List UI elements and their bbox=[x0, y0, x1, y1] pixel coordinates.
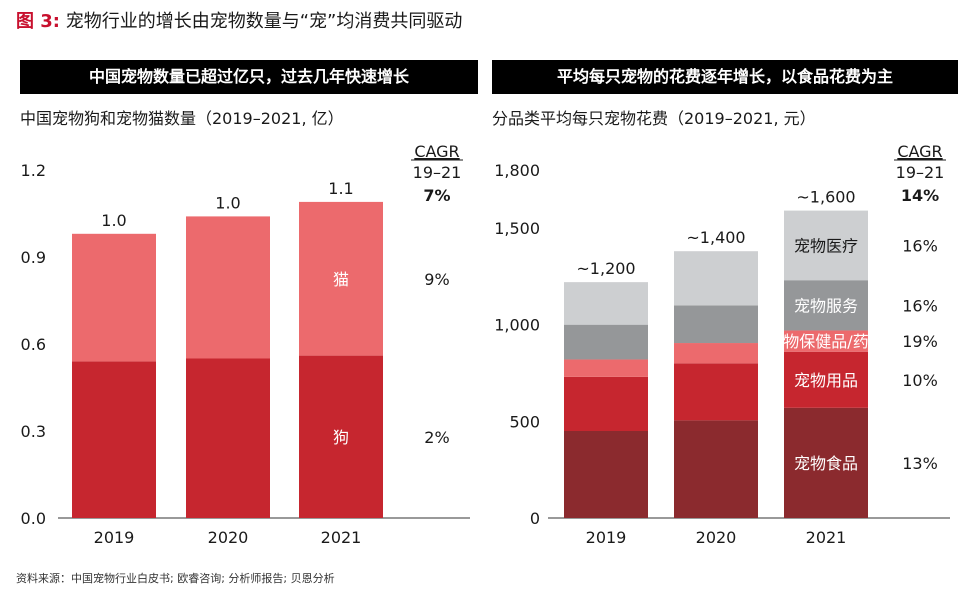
right-category-label-2020: 2020 bbox=[696, 528, 737, 547]
right-bar-2020-宠物食品 bbox=[674, 420, 758, 518]
left-cagr-period: 19–21 bbox=[413, 163, 462, 182]
left-total-label-2019: 1.0 bbox=[101, 211, 126, 230]
right-cagr-宠物食品: 13% bbox=[902, 454, 938, 473]
right-cagr-total: 14% bbox=[901, 186, 939, 205]
right-bar-2020-宠物服务 bbox=[674, 305, 758, 344]
right-cagr-宠物医疗: 16% bbox=[902, 236, 938, 255]
right-series-label-宠物用品: 宠物用品 bbox=[794, 371, 858, 390]
right-y-tick-label: 500 bbox=[509, 412, 540, 431]
left-cagr-猫: 9% bbox=[424, 270, 449, 289]
right-total-label-2021: ~1,600 bbox=[796, 188, 855, 207]
right-series-label-宠物医疗: 宠物医疗 bbox=[794, 236, 858, 255]
figure-label: 图 3: bbox=[16, 11, 60, 32]
left-category-label-2021: 2021 bbox=[321, 528, 362, 547]
right-bar-2020-宠物医疗 bbox=[674, 251, 758, 306]
right-category-label-2021: 2021 bbox=[806, 528, 847, 547]
right-total-label-2020: ~1,400 bbox=[686, 228, 745, 247]
figure-title-text: 宠物行业的增长由宠物数量与“宠”均消费共同驱动 bbox=[65, 11, 463, 32]
right-series-label-宠物保健品-药品: 宠物保健品/药品 bbox=[767, 332, 884, 351]
figure-title: 图 3: 宠物行业的增长由宠物数量与“宠”均消费共同驱动 bbox=[16, 7, 462, 33]
left-cagr-header: CAGR bbox=[414, 142, 459, 161]
right-y-tick-label: 0 bbox=[530, 509, 540, 528]
right-cagr-宠物保健品-药品: 19% bbox=[902, 332, 938, 351]
right-y-tick-label: 1,000 bbox=[494, 316, 540, 335]
left-y-tick-label: 1.2 bbox=[21, 161, 46, 180]
left-bar-2020-猫 bbox=[186, 216, 270, 359]
right-cagr-宠物用品: 10% bbox=[902, 371, 938, 390]
left-cagr-狗: 2% bbox=[424, 428, 449, 447]
right-y-tick-label: 1,500 bbox=[494, 219, 540, 238]
right-bar-2019-宠物用品 bbox=[564, 376, 648, 431]
right-bar-2020-宠物保健品-药品 bbox=[674, 343, 758, 364]
right-category-label-2019: 2019 bbox=[586, 528, 627, 547]
left-cagr-total: 7% bbox=[423, 186, 450, 205]
right-bar-2019-宠物服务 bbox=[564, 324, 648, 360]
left-bar-2021-狗 bbox=[299, 355, 383, 518]
left-total-label-2020: 1.0 bbox=[215, 193, 240, 212]
left-series-label-狗: 狗 bbox=[333, 428, 349, 447]
left-bar-2021-猫 bbox=[299, 201, 383, 356]
right-bar-2019-宠物保健品-药品 bbox=[564, 359, 648, 377]
right-cagr-period: 19–21 bbox=[896, 163, 945, 182]
right-bar-2021-宠物保健品-药品 bbox=[784, 330, 868, 352]
left-y-tick-label: 0.0 bbox=[21, 509, 46, 528]
left-total-label-2021: 1.1 bbox=[328, 179, 353, 198]
left-bar-2020-狗 bbox=[186, 358, 270, 518]
right-series-label-宠物食品: 宠物食品 bbox=[794, 454, 858, 473]
left-category-label-2019: 2019 bbox=[94, 528, 135, 547]
right-cagr-header: CAGR bbox=[897, 142, 942, 161]
right-bar-2019-宠物食品 bbox=[564, 431, 648, 518]
left-bar-2019-狗 bbox=[72, 361, 156, 518]
right-bar-2020-宠物用品 bbox=[674, 363, 758, 421]
left-category-label-2020: 2020 bbox=[208, 528, 249, 547]
source-note: 资料来源：中国宠物行业白皮书; 欧睿咨询; 分析师报告; 贝恩分析 bbox=[16, 572, 335, 585]
left-chart-subtitle: 中国宠物狗和宠物猫数量（2019–2021, 亿） bbox=[20, 109, 344, 128]
left-y-tick-label: 0.3 bbox=[21, 422, 46, 441]
left-y-tick-label: 0.9 bbox=[21, 248, 46, 267]
right-total-label-2019: ~1,200 bbox=[576, 259, 635, 278]
right-bar-2021-宠物食品 bbox=[784, 407, 868, 518]
right-chart-subtitle: 分品类平均每只宠物花费（2019–2021, 元） bbox=[492, 109, 816, 128]
right-cagr-宠物服务: 16% bbox=[902, 296, 938, 315]
left-bar-2019-猫 bbox=[72, 233, 156, 362]
right-bar-2021-宠物用品 bbox=[784, 351, 868, 408]
left-series-label-猫: 猫 bbox=[333, 270, 349, 289]
left-chart-banner: 中国宠物数量已超过亿只，过去几年快速增长 bbox=[20, 60, 478, 94]
right-series-label-宠物服务: 宠物服务 bbox=[794, 296, 858, 315]
right-bar-2021-宠物医疗 bbox=[784, 210, 868, 281]
left-y-tick-label: 0.6 bbox=[21, 335, 46, 354]
right-bar-2021-宠物服务 bbox=[784, 280, 868, 331]
right-y-tick-label: 1,800 bbox=[494, 161, 540, 180]
right-chart-banner: 平均每只宠物的花费逐年增长，以食品花费为主 bbox=[492, 60, 958, 94]
right-bar-2019-宠物医疗 bbox=[564, 282, 648, 325]
